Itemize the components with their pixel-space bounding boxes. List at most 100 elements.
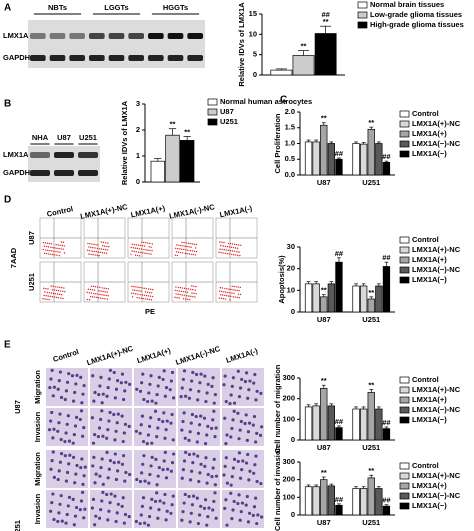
bar [382, 266, 391, 313]
flow-dot [63, 252, 66, 254]
flow-dot [184, 291, 187, 293]
cell [71, 441, 75, 445]
cell [231, 418, 235, 422]
legend-swatch [399, 246, 410, 254]
cell [170, 503, 174, 507]
blot-band [148, 55, 164, 61]
column-header: Control [46, 204, 74, 218]
flow-dot [186, 245, 188, 248]
significance: ** [323, 17, 329, 26]
flow-dot [45, 252, 48, 255]
blot-band [89, 33, 105, 39]
y-tick-label: 0 [291, 510, 295, 519]
bar [292, 55, 315, 76]
cell [246, 430, 251, 434]
cell [122, 454, 126, 458]
flow-dot [63, 245, 66, 247]
flow-dot [223, 241, 225, 244]
flow-dot [184, 245, 186, 247]
flow-dot [138, 297, 140, 299]
flow-dot [223, 291, 225, 293]
cell [188, 520, 192, 524]
cell [108, 459, 113, 463]
flow-dot [178, 244, 180, 247]
cell [206, 382, 210, 386]
y-tick-label: 5 [253, 50, 257, 59]
cell [238, 386, 243, 390]
x-tick-label: U87 [317, 443, 331, 452]
flow-dot [147, 295, 150, 297]
bar [335, 427, 343, 441]
flow-dot [133, 292, 135, 295]
flow-dot [220, 297, 223, 300]
flow-dot [225, 249, 227, 251]
blot-band [167, 55, 184, 61]
cell [253, 372, 257, 377]
flow-dot [142, 252, 144, 254]
flow-dot [238, 251, 240, 253]
cell [72, 523, 76, 527]
cell [91, 497, 96, 501]
blot-column: U251 [79, 133, 97, 142]
cell [59, 494, 63, 498]
cell [156, 426, 160, 430]
flow-dot [59, 251, 61, 253]
cell [82, 474, 86, 478]
flow-dot [62, 290, 64, 293]
cell [56, 387, 60, 391]
cell [148, 382, 152, 386]
cell [170, 461, 175, 465]
cell [231, 508, 235, 512]
y-tick-label: 100 [282, 492, 295, 501]
flow-dot [150, 299, 153, 301]
legend-swatch [207, 98, 218, 106]
legend-swatch [399, 120, 410, 128]
cell [124, 380, 128, 384]
cell [101, 482, 105, 486]
cell [148, 472, 152, 477]
flow-dot [236, 247, 239, 249]
flow-dot [147, 288, 150, 290]
cell [71, 399, 76, 403]
blot-band [49, 33, 66, 39]
flow-dot [229, 249, 232, 252]
cell [106, 428, 110, 432]
flow-dot [151, 243, 154, 245]
row-label: Invasion [33, 411, 42, 442]
flow-dot [187, 249, 189, 251]
cell [237, 451, 242, 455]
significance: ** [368, 288, 374, 297]
blot-row: GAPDH [3, 168, 30, 177]
bar [320, 387, 328, 441]
flow-dot [188, 253, 190, 255]
flow-dot [186, 295, 188, 297]
flow-dot [236, 296, 239, 299]
cell [224, 441, 228, 446]
cell [211, 376, 215, 380]
cell [57, 379, 61, 383]
flow-dot [60, 297, 62, 299]
cell [244, 413, 248, 417]
flow-dot [182, 290, 185, 293]
legend-label: Control [412, 461, 439, 470]
significance: ** [368, 466, 374, 475]
cell [190, 503, 195, 507]
flow-dot [58, 254, 61, 257]
flow-dot [221, 248, 223, 251]
micrograph [90, 408, 132, 446]
flow-dot [103, 287, 105, 289]
cell [179, 395, 183, 399]
cell [154, 401, 158, 405]
cell [121, 439, 125, 444]
flow-dot [57, 286, 59, 288]
cell [247, 388, 251, 392]
blot-row: GAPDH [3, 53, 30, 62]
cell [59, 395, 64, 400]
cell [229, 483, 233, 487]
x-tick-label: U251 [362, 178, 380, 187]
blot-band [89, 55, 105, 61]
flow-dot [180, 244, 182, 247]
cell [190, 469, 194, 473]
cell [49, 509, 53, 513]
cell [251, 423, 255, 427]
